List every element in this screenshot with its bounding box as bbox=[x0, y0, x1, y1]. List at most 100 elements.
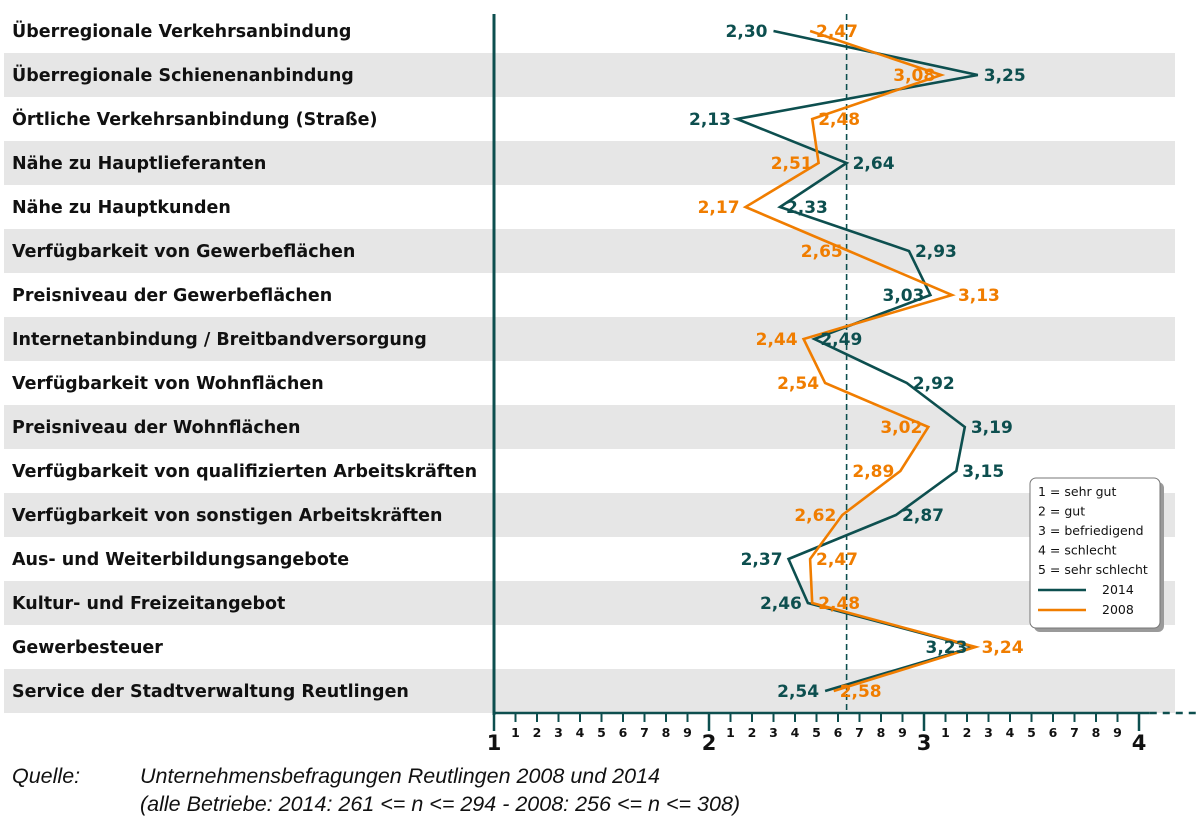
category-label: Verfügbarkeit von sonstigen Arbeitskräft… bbox=[12, 506, 443, 526]
major-tick-label: 2 bbox=[702, 731, 717, 755]
data-label-2008: 2,89 bbox=[852, 462, 894, 482]
minor-tick-label: 8 bbox=[662, 725, 671, 740]
category-label: Preisniveau der Wohnflächen bbox=[12, 418, 301, 438]
legend-scale-entry: 4 = schlecht bbox=[1038, 543, 1117, 558]
category-label: Verfügbarkeit von Gewerbeflächen bbox=[12, 242, 355, 262]
minor-tick-label: 9 bbox=[683, 725, 692, 740]
data-label-2008: 3,24 bbox=[982, 638, 1024, 658]
data-label-2014: 3,23 bbox=[925, 638, 967, 658]
legend: 1 = sehr gut 2 = gut 3 = befriedigend 4 = s… bbox=[1029, 477, 1164, 632]
legend-scale-entry: 1 = sehr gut bbox=[1038, 484, 1116, 499]
category-label: Örtliche Verkehrsanbindung (Straße) bbox=[12, 108, 377, 130]
data-label-2014: 2,64 bbox=[853, 154, 895, 174]
minor-tick-label: 9 bbox=[898, 725, 907, 740]
major-tick-label: 1 bbox=[487, 731, 502, 755]
legend-scale-entry: 2 = gut bbox=[1038, 504, 1085, 519]
data-label-2008: 2,65 bbox=[801, 242, 843, 262]
data-label-2014: 3,19 bbox=[971, 418, 1013, 438]
data-label-2008: 3,08 bbox=[893, 66, 935, 86]
minor-tick-label: 7 bbox=[640, 725, 649, 740]
data-label-2008: 2,47 bbox=[816, 550, 858, 570]
category-label: Gewerbesteuer bbox=[12, 638, 163, 658]
minor-tick-label: 9 bbox=[1113, 725, 1122, 740]
minor-tick-label: 8 bbox=[1092, 725, 1101, 740]
source-note: Quelle: Unternehmensbefragungen Reutlinge… bbox=[12, 762, 740, 818]
data-label-2014: 2,54 bbox=[777, 682, 819, 702]
series-line-2014 bbox=[732, 29, 979, 693]
data-label-2014: 3,15 bbox=[962, 462, 1004, 482]
data-label-2014: 2,33 bbox=[786, 198, 828, 218]
row-bands bbox=[4, 53, 1175, 713]
data-label-2008: 2,62 bbox=[794, 506, 836, 526]
row-band bbox=[4, 317, 1175, 361]
category-label: Aus- und Weiterbildungsangebote bbox=[12, 550, 349, 570]
data-label-2014: 2,30 bbox=[726, 22, 768, 42]
data-label-2008: 3,13 bbox=[958, 286, 1000, 306]
category-label: Nähe zu Hauptkunden bbox=[12, 198, 231, 218]
minor-tick-label: 1 bbox=[941, 725, 950, 740]
data-label-2014: 3,03 bbox=[882, 286, 924, 306]
source-label: Quelle: bbox=[12, 764, 81, 788]
data-label-2008: 2,44 bbox=[756, 330, 798, 350]
category-label: Überregionale Verkehrsanbindung bbox=[12, 20, 351, 42]
row-band bbox=[4, 53, 1175, 97]
category-label: Service der Stadtverwaltung Reutlingen bbox=[12, 682, 409, 702]
series-line-2008 bbox=[742, 29, 981, 693]
data-label-2014: 2,46 bbox=[760, 594, 802, 614]
legend-series-entry: 2014 bbox=[1102, 582, 1134, 597]
minor-tick-label: 8 bbox=[877, 725, 886, 740]
data-label-2014: 2,13 bbox=[689, 110, 731, 130]
row-band bbox=[4, 405, 1175, 449]
major-tick-label: 3 bbox=[917, 731, 932, 755]
value-labels: 2,30 2,47 3,25 3,08 2,13 2,48 2,64 2,51 2,33 2,17… bbox=[689, 22, 1026, 702]
minor-tick-label: 2 bbox=[963, 725, 972, 740]
source-line-2: (alle Betriebe: 2014: 261 <= n <= 294 - … bbox=[140, 792, 741, 816]
category-label: Nähe zu Hauptlieferanten bbox=[12, 154, 266, 174]
data-label-2014: 2,87 bbox=[902, 506, 944, 526]
data-label-2008: 2,54 bbox=[777, 374, 819, 394]
category-label: Überregionale Schienenanbindung bbox=[12, 64, 354, 86]
minor-tick-label: 6 bbox=[1049, 725, 1058, 740]
minor-tick-label: 4 bbox=[791, 725, 800, 740]
minor-tick-label: 3 bbox=[984, 725, 993, 740]
row-band bbox=[4, 493, 1175, 537]
category-label: Preisniveau der Gewerbeflächen bbox=[12, 286, 332, 306]
category-label: Kultur- und Freizeitangebot bbox=[12, 594, 285, 614]
legend-scale-entry: 3 = befriedigend bbox=[1038, 523, 1144, 538]
minor-tick-label: 2 bbox=[533, 725, 542, 740]
legend-series-entry: 2008 bbox=[1102, 602, 1134, 617]
row-band bbox=[4, 141, 1175, 185]
minor-tick-label: 5 bbox=[812, 725, 821, 740]
row-band bbox=[4, 229, 1175, 273]
minor-tick-label: 7 bbox=[1070, 725, 1079, 740]
row-band bbox=[4, 581, 1175, 625]
data-label-2008: 2,48 bbox=[818, 110, 860, 130]
minor-tick-label: 1 bbox=[726, 725, 735, 740]
minor-tick-label: 4 bbox=[1006, 725, 1015, 740]
data-label-2014: 2,93 bbox=[915, 242, 957, 262]
data-label-2008: 2,51 bbox=[771, 154, 813, 174]
major-tick-label: 4 bbox=[1132, 731, 1147, 755]
minor-tick-label: 6 bbox=[619, 725, 628, 740]
x-axis: 12345678912345678912345678912345 bbox=[487, 711, 1200, 755]
minor-tick-label: 7 bbox=[855, 725, 864, 740]
data-label-2008: 2,48 bbox=[818, 594, 860, 614]
series-lines bbox=[732, 29, 981, 693]
data-label-2008: 2,17 bbox=[698, 198, 740, 218]
minor-tick-label: 3 bbox=[554, 725, 563, 740]
category-labels: Überregionale Verkehrsanbindung Überregio… bbox=[12, 20, 477, 702]
category-label: Verfügbarkeit von Wohnflächen bbox=[12, 374, 324, 394]
minor-tick-label: 3 bbox=[769, 725, 778, 740]
minor-tick-label: 4 bbox=[576, 725, 585, 740]
minor-tick-label: 5 bbox=[1027, 725, 1036, 740]
minor-tick-label: 5 bbox=[597, 725, 606, 740]
data-label-2014: 2,92 bbox=[913, 374, 955, 394]
data-label-2014: 2,49 bbox=[820, 330, 862, 350]
minor-tick-label: 1 bbox=[511, 725, 520, 740]
row-band bbox=[4, 669, 1175, 713]
data-label-2008: 2,58 bbox=[840, 682, 882, 702]
source-line-1: Unternehmensbefragungen Reutlingen 2008 … bbox=[140, 764, 660, 788]
data-label-2014: 2,37 bbox=[741, 550, 783, 570]
category-label: Verfügbarkeit von qualifizierten Arbeits… bbox=[12, 462, 477, 482]
